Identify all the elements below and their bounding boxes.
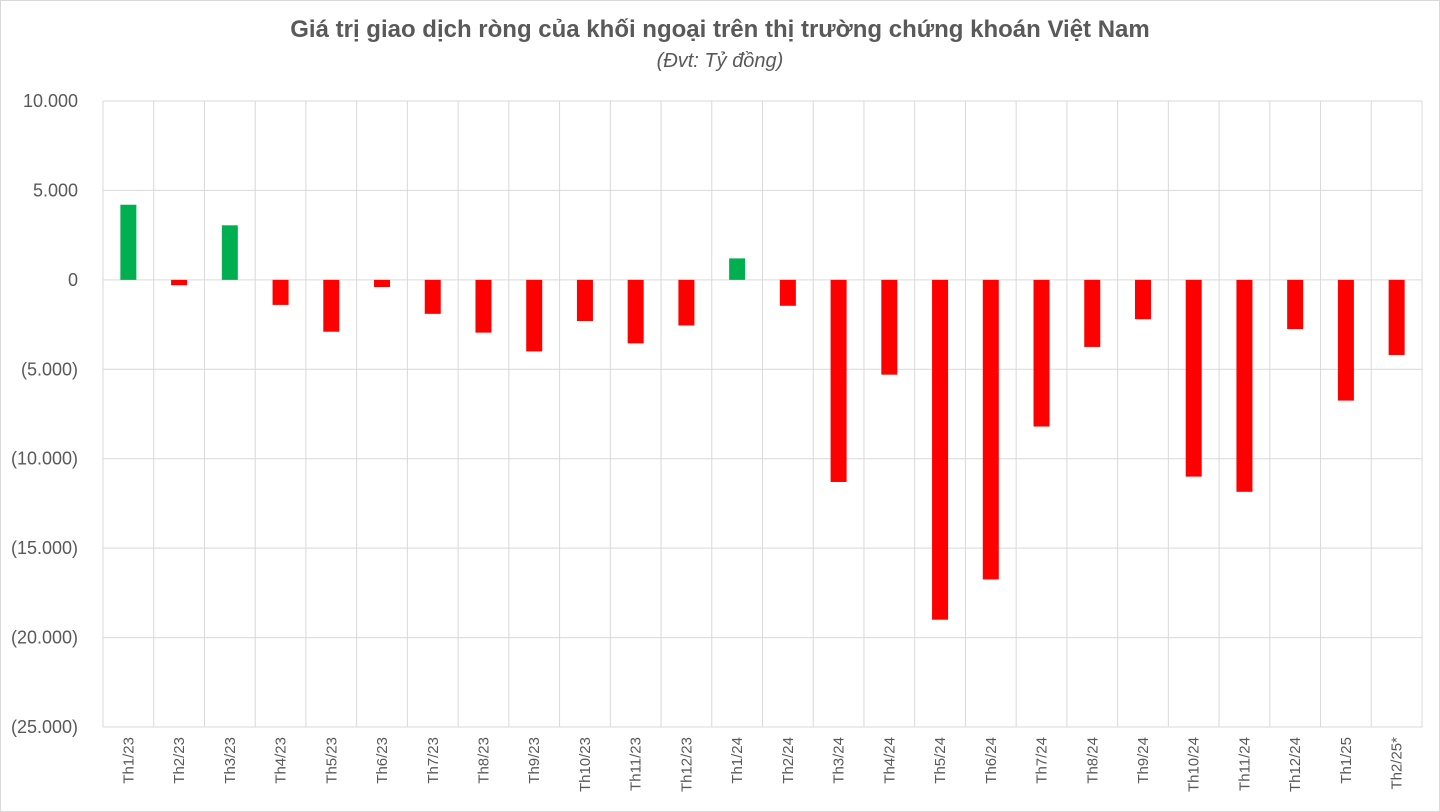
bar (982, 279, 999, 580)
bar (120, 204, 137, 280)
x-tick-label: Th3/23 (222, 737, 239, 784)
y-tick-label: (25.000) (11, 717, 78, 737)
bar (830, 279, 847, 482)
y-tick-label: (20.000) (11, 628, 78, 648)
x-tick-label: Th4/24 (881, 737, 898, 784)
bar (424, 279, 441, 314)
bar (1134, 279, 1151, 320)
x-tick-label: Th8/23 (475, 737, 492, 784)
bar (1388, 279, 1405, 355)
bar (1337, 279, 1354, 401)
chart-subtitle: (Đvt: Tỷ đồng) (656, 50, 784, 72)
x-tick-label: Th4/23 (273, 737, 290, 784)
x-tick-label: Th5/23 (323, 737, 340, 784)
x-tick-label: Th7/23 (425, 737, 442, 784)
bar (1287, 279, 1304, 330)
x-tick-label: Th6/23 (374, 737, 391, 784)
bar (1033, 279, 1050, 427)
y-tick-label: (10.000) (11, 449, 78, 469)
y-tick-label: (5.000) (21, 359, 78, 379)
bar (678, 279, 695, 326)
bar (576, 279, 593, 321)
bar (932, 279, 949, 620)
x-tick-label: Th1/23 (120, 737, 137, 784)
x-tick-label: Th2/24 (780, 737, 797, 784)
x-tick-label: Th11/24 (1236, 737, 1253, 791)
x-tick-label: Th1/25 (1338, 737, 1355, 784)
y-tick-label: 0 (68, 270, 78, 290)
bar (171, 279, 188, 286)
x-tick-label: Th6/24 (983, 737, 1000, 784)
x-tick-label: Th5/24 (932, 737, 949, 784)
bar (729, 258, 746, 280)
x-tick-label: Th1/24 (729, 737, 746, 784)
x-tick-label: Th2/25* (1389, 737, 1406, 790)
x-tick-label: Th2/23 (171, 737, 188, 784)
x-tick-label: Th8/24 (1084, 737, 1101, 784)
bar (526, 279, 543, 352)
x-tick-label: Th12/23 (678, 737, 695, 792)
bar (627, 279, 644, 344)
bar (1084, 279, 1101, 347)
bar (272, 279, 289, 305)
bar (1185, 279, 1202, 477)
bar (1236, 279, 1253, 492)
x-tick-label: Th12/24 (1287, 737, 1304, 792)
x-tick-label: Th10/24 (1186, 737, 1203, 792)
y-tick-label: 5.000 (33, 180, 78, 200)
y-tick-label: 10.000 (23, 91, 78, 111)
x-tick-label: Th3/24 (831, 737, 848, 784)
chart-title: Giá trị giao dịch ròng của khối ngoại tr… (290, 16, 1150, 43)
bar (221, 225, 238, 280)
y-tick-label: (15.000) (11, 538, 78, 558)
x-tick-label: Th11/23 (628, 737, 645, 791)
x-tick-label: Th7/24 (1034, 737, 1051, 784)
x-tick-label: Th9/24 (1135, 737, 1152, 784)
bar (881, 279, 898, 375)
bar (779, 279, 796, 306)
x-tick-label: Th10/23 (577, 737, 594, 792)
bar (323, 279, 340, 332)
x-tick-label: Th9/23 (526, 737, 543, 784)
bar (475, 279, 492, 333)
bar (374, 279, 391, 288)
